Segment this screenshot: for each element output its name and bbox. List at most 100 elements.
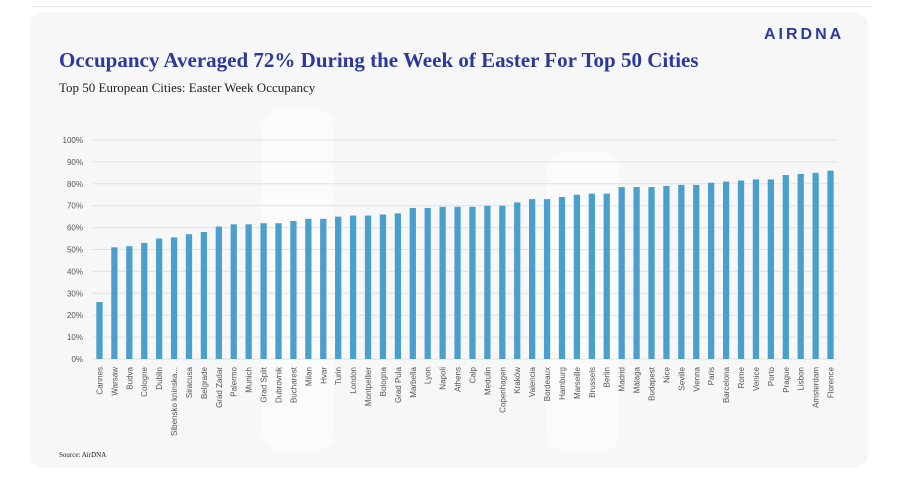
bar bbox=[648, 187, 655, 359]
x-tick-label: Siracusa bbox=[185, 366, 194, 398]
bar bbox=[156, 238, 163, 359]
bar bbox=[588, 193, 595, 359]
x-tick-label: Lyon bbox=[424, 367, 433, 384]
x-tick-label: Milan bbox=[304, 367, 313, 386]
x-tick-label: Barcelona bbox=[722, 366, 731, 403]
bar bbox=[290, 221, 297, 359]
y-tick-label: 40% bbox=[67, 267, 83, 276]
x-tick-label: Kraków bbox=[513, 367, 522, 394]
bar bbox=[245, 224, 252, 359]
y-tick-label: 70% bbox=[67, 202, 83, 211]
bar bbox=[752, 179, 760, 359]
x-tick-label: Porto bbox=[767, 366, 776, 386]
x-tick-label: Vienna bbox=[692, 366, 701, 391]
bar bbox=[767, 179, 774, 359]
bar bbox=[320, 218, 327, 359]
x-tick-label: Cannes bbox=[95, 367, 104, 395]
x-tick-label: Belgrade bbox=[200, 366, 209, 399]
y-tick-label: 0% bbox=[71, 355, 83, 364]
x-tick-label: Valencia bbox=[528, 366, 537, 397]
x-tick-label: Munich bbox=[245, 367, 254, 393]
x-tick-label: Grad Pula bbox=[394, 366, 403, 403]
bar bbox=[708, 182, 715, 359]
bar bbox=[663, 185, 670, 359]
x-tick-label: Dublin bbox=[155, 367, 164, 390]
x-tick-label: Paris bbox=[707, 367, 716, 385]
bar bbox=[797, 173, 804, 359]
bar bbox=[364, 215, 372, 359]
source-note: Source: AirDNA bbox=[59, 451, 107, 459]
y-tick-label: 50% bbox=[67, 246, 83, 255]
bar bbox=[827, 170, 834, 359]
bar bbox=[499, 205, 506, 359]
bar bbox=[514, 202, 521, 359]
y-tick-label: 30% bbox=[67, 289, 83, 298]
bar bbox=[633, 187, 640, 359]
x-tick-label: Bucharest bbox=[289, 366, 298, 403]
x-tick-label: Nice bbox=[662, 366, 671, 383]
x-tick-label: Prague bbox=[782, 366, 791, 392]
bar bbox=[260, 223, 267, 359]
x-tick-label: Amsterdam bbox=[812, 367, 821, 408]
x-tick-label: Venice bbox=[752, 366, 761, 391]
bar bbox=[484, 205, 491, 359]
chart-subtitle: Top 50 European Cities: Easter Week Occu… bbox=[59, 80, 316, 95]
x-tick-label: Budva bbox=[125, 366, 134, 389]
x-tick-label: Palermo bbox=[230, 366, 239, 396]
x-tick-label: Hamburg bbox=[558, 367, 567, 400]
y-tick-label: 10% bbox=[67, 333, 83, 342]
x-tick-label: Grad Zadar bbox=[215, 367, 224, 408]
x-tick-label: Málaga bbox=[633, 366, 642, 393]
bar bbox=[170, 237, 178, 359]
bar bbox=[305, 218, 312, 359]
bar bbox=[439, 206, 446, 359]
x-tick-label: Warsaw bbox=[110, 367, 119, 396]
x-tick-label: Montpellier bbox=[364, 367, 373, 406]
bar bbox=[782, 175, 789, 359]
bar bbox=[126, 246, 133, 359]
x-tick-label: Berlin bbox=[603, 367, 612, 387]
bar bbox=[722, 181, 730, 359]
y-tick-label: 60% bbox=[67, 224, 83, 233]
bar bbox=[394, 213, 401, 359]
x-tick-label: Lisbon bbox=[797, 367, 806, 391]
chart-title: Occupancy Averaged 72% During the Week o… bbox=[59, 48, 699, 72]
x-tick-label: Brussels bbox=[588, 367, 597, 398]
x-tick-label: London bbox=[349, 367, 358, 394]
x-tick-label: Dubrovnik bbox=[275, 366, 284, 403]
x-tick-label: Florence bbox=[827, 366, 836, 398]
bar bbox=[543, 199, 551, 359]
x-tick-label: Marbella bbox=[409, 366, 418, 397]
x-tick-label: Cologne bbox=[140, 366, 149, 396]
x-tick-label: Hvar bbox=[319, 367, 328, 384]
bar bbox=[96, 302, 103, 359]
bar bbox=[349, 215, 357, 359]
bar bbox=[618, 187, 625, 359]
bar bbox=[573, 194, 581, 359]
bar bbox=[469, 206, 476, 359]
x-tick-label: Calp bbox=[468, 366, 477, 383]
bar bbox=[230, 224, 237, 359]
x-tick-label: Rome bbox=[737, 366, 746, 388]
bar bbox=[812, 172, 819, 359]
bar bbox=[558, 196, 566, 359]
bar bbox=[111, 247, 118, 359]
x-tick-label: Bologna bbox=[379, 366, 388, 396]
bar bbox=[275, 223, 282, 359]
top-divider bbox=[32, 6, 872, 7]
x-tick-label: Sibensko kninska... bbox=[170, 367, 179, 436]
x-tick-label: Athens bbox=[454, 367, 463, 392]
bar bbox=[454, 206, 461, 359]
x-tick-label: Napoli bbox=[439, 367, 448, 390]
x-tick-label: Madrid bbox=[618, 367, 627, 391]
bar bbox=[141, 242, 148, 359]
bar bbox=[603, 193, 610, 359]
bar bbox=[200, 231, 208, 359]
x-tick-label: Bordeaux bbox=[543, 367, 552, 401]
bar bbox=[215, 226, 222, 359]
bar bbox=[529, 199, 536, 359]
bar bbox=[185, 234, 193, 359]
x-tick-label: Marseille bbox=[573, 366, 582, 399]
x-tick-label: Budapest bbox=[648, 366, 657, 401]
